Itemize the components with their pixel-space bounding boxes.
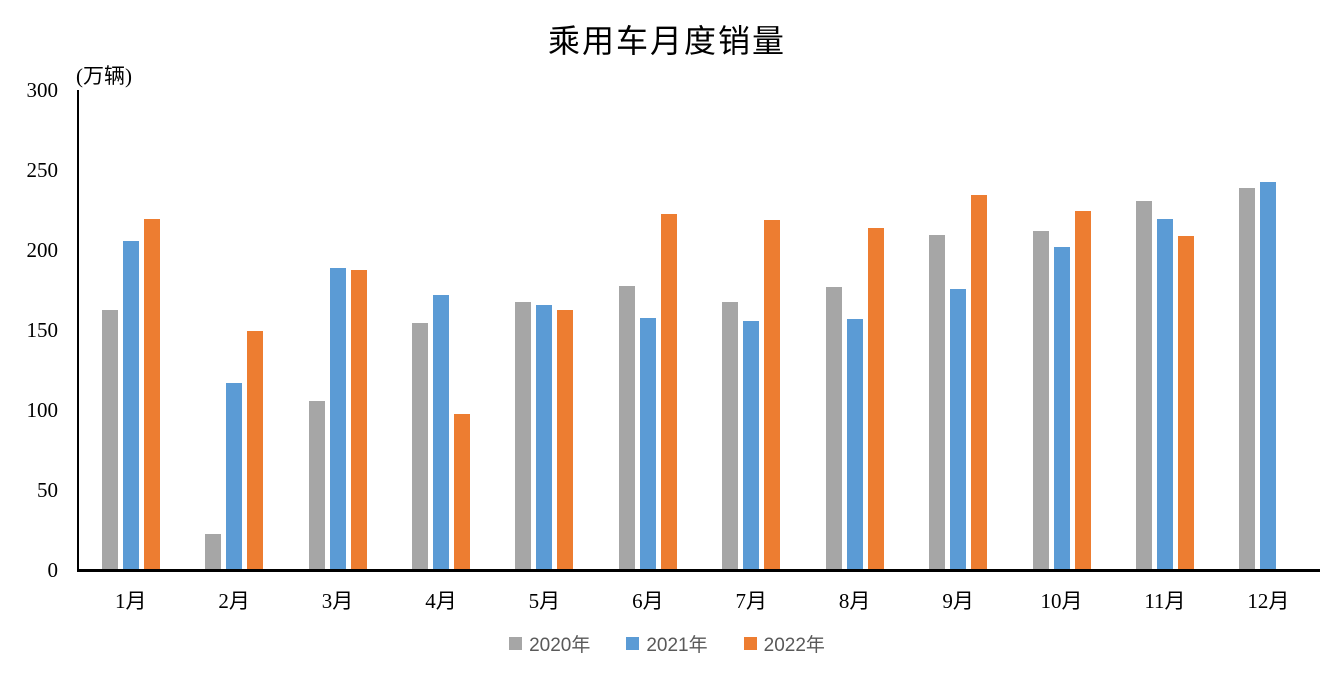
- bar-2020年-2月: [205, 534, 222, 569]
- bar-group-9月: 9月: [906, 90, 1009, 613]
- x-axis-label-9月: 9月: [942, 589, 974, 613]
- bar-group-6月: 6月: [596, 90, 699, 613]
- bar-2022年-8月: [867, 228, 884, 569]
- bar-2022年-7月: [764, 220, 781, 569]
- bar-group-4月: 4月: [389, 90, 492, 613]
- y-axis-tick-label: 200: [26, 238, 59, 262]
- bar-2021年-7月: [743, 321, 760, 569]
- x-axis-label-10月: 10月: [1040, 589, 1083, 613]
- bar-2020年-4月: [411, 323, 428, 569]
- x-axis-label-1月: 1月: [114, 589, 147, 613]
- legend-item-2022年: 2022年: [743, 630, 825, 657]
- bar-group-8月: 8月: [803, 90, 906, 613]
- bar-group-11月: 11月: [1113, 90, 1216, 613]
- legend-label: 2021年: [646, 635, 708, 656]
- y-axis-tick-label: 300: [26, 78, 59, 102]
- y-axis-tick-label: 100: [26, 398, 59, 422]
- bar-2020年-1月: [101, 310, 118, 569]
- bar-2020年-12月: [1239, 188, 1256, 569]
- legend-swatch-icon: [743, 637, 757, 650]
- x-axis-label-11月: 11月: [1144, 589, 1186, 613]
- bar-2021年-5月: [536, 305, 553, 569]
- chart-title: 乘用车月度销量: [547, 23, 786, 59]
- bar-2021年-1月: [122, 241, 139, 569]
- legend-label: 2022年: [763, 635, 825, 656]
- bar-2022年-2月: [247, 331, 264, 569]
- bar-2022年-3月: [350, 270, 367, 569]
- x-axis-label-7月: 7月: [735, 589, 767, 613]
- y-axis-tick-label: 150: [26, 318, 59, 342]
- bar-2021年-2月: [226, 383, 243, 569]
- bar-2021年-10月: [1053, 247, 1070, 569]
- bar-group-1月: 1月: [79, 90, 182, 613]
- y-axis-tick-label: 250: [26, 158, 59, 182]
- y-axis-tick-label: 50: [37, 478, 58, 502]
- bar-2020年-6月: [618, 286, 635, 569]
- y-axis-tick-label: 0: [47, 558, 59, 582]
- bar-2022年-1月: [143, 219, 160, 569]
- bar-2020年-9月: [929, 235, 946, 569]
- bar-2020年-5月: [515, 302, 532, 569]
- bar-group-2月: 2月: [182, 90, 285, 613]
- bar-2022年-11月: [1177, 236, 1194, 569]
- bar-group-10月: 10月: [1010, 90, 1113, 613]
- bar-2020年-11月: [1135, 201, 1152, 569]
- bar-2020年-8月: [825, 287, 842, 569]
- bar-2022年-5月: [557, 310, 574, 569]
- bar-2022年-9月: [971, 195, 988, 569]
- x-axis-label-8月: 8月: [838, 589, 871, 613]
- bar-2021年-9月: [950, 289, 967, 569]
- x-axis-label-6月: 6月: [632, 589, 664, 613]
- bar-2021年-12月: [1260, 182, 1277, 569]
- bar-group-3月: 3月: [286, 90, 389, 613]
- bar-2020年-7月: [722, 302, 739, 569]
- x-axis-label-4月: 4月: [425, 589, 457, 613]
- bar-2022年-4月: [453, 414, 470, 569]
- bar-2020年-3月: [308, 401, 325, 569]
- y-axis-unit-label: (万辆): [76, 64, 132, 88]
- bar-2021年-6月: [639, 318, 656, 569]
- x-axis-label-2月: 2月: [218, 589, 250, 613]
- legend: 2020年 2021年 2022年: [0, 630, 1334, 657]
- legend-item-2021年: 2021年: [626, 630, 708, 657]
- y-axis-labels: 0 50 100 150 200 250 300: [0, 0, 59, 673]
- x-axis-label-5月: 5月: [528, 589, 561, 613]
- bar-2022年-10月: [1074, 211, 1091, 569]
- bar-group-5月: 5月: [493, 90, 596, 613]
- bar-2021年-8月: [846, 319, 863, 569]
- bar-2021年-3月: [329, 268, 346, 569]
- x-axis-label-12月: 12月: [1247, 589, 1290, 613]
- bar-group-12月: 12月: [1217, 90, 1320, 613]
- legend-item-2020年: 2020年: [509, 630, 590, 657]
- bar-2021年-4月: [432, 295, 449, 569]
- x-axis-label-3月: 3月: [321, 589, 354, 613]
- plot-area: 1月 2月 3月 4月 5月 6月 7月 8月 9月 10月 11月 12月: [77, 90, 1320, 613]
- legend-label: 2020年: [529, 635, 591, 656]
- legend-swatch-icon: [626, 637, 640, 650]
- bar-2020年-10月: [1032, 231, 1049, 569]
- bar-group-7月: 7月: [700, 90, 803, 613]
- legend-swatch-icon: [509, 637, 523, 650]
- bar-2021年-11月: [1156, 219, 1173, 569]
- bar-2022年-6月: [660, 214, 677, 569]
